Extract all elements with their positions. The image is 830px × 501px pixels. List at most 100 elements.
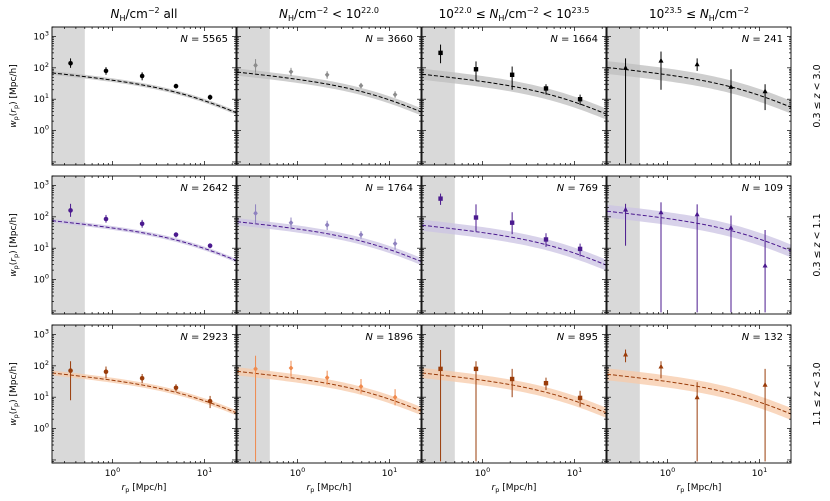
column-title-3: 1022.0 ≤ NH/cm−2 < 1023.5: [439, 6, 590, 23]
x-tick-label: 101: [567, 466, 583, 479]
data-point: [509, 72, 515, 77]
data-point: [288, 68, 294, 75]
panel-frame: [51, 26, 237, 166]
y-tick-label: 103: [33, 327, 49, 340]
x-tick-label: 100: [290, 466, 306, 479]
panel-r3-c3: [421, 324, 607, 464]
row-label-1: 0.3 ≤ z < 3.0: [812, 64, 823, 127]
sample-size-label: N = 5565: [180, 34, 228, 45]
model-line: [237, 221, 421, 262]
data-point: [103, 216, 109, 222]
data-point: [543, 86, 549, 91]
data-point: [658, 57, 664, 63]
panel-frame: [606, 324, 792, 464]
model-line: [237, 370, 421, 412]
data-point: [658, 363, 664, 369]
data-point: [392, 394, 398, 401]
data-point: [324, 222, 330, 228]
data-point: [509, 376, 515, 382]
panel-r1-c3: [421, 26, 607, 166]
data-point: [694, 61, 700, 67]
model-band: [422, 367, 606, 418]
data-point: [438, 366, 443, 372]
data-point: [358, 383, 364, 390]
data-point: [473, 366, 479, 372]
data-point: [68, 60, 73, 66]
x-tick-label: 100: [105, 466, 121, 479]
panel-r2-c1: [51, 175, 237, 315]
sample-size-label: N = 2642: [180, 183, 228, 194]
data-point: [173, 385, 179, 391]
model-line: [237, 71, 421, 113]
data-point: [288, 365, 294, 371]
panel-frame: [421, 324, 607, 464]
data-point: [543, 380, 549, 386]
panel-frame: [236, 324, 422, 464]
data-point: [392, 240, 398, 247]
data-point: [438, 50, 443, 56]
model-band: [607, 204, 791, 258]
panel-r1-c2: [236, 26, 422, 166]
data-point: [577, 395, 583, 401]
excluded-region: [237, 27, 270, 165]
data-point: [577, 246, 583, 252]
excluded-region: [52, 176, 85, 314]
data-point: [728, 224, 734, 230]
model-line: [52, 372, 236, 414]
sample-size-label: N = 3660: [365, 34, 413, 45]
excluded-region: [607, 325, 640, 463]
model-line: [607, 67, 791, 108]
y-axis-label: wp(rp) [Mpc/h]: [9, 213, 20, 276]
panel-r3-c4: [606, 324, 792, 464]
y-tick-label: 103: [33, 178, 49, 191]
data-point: [139, 376, 145, 381]
model-band: [422, 68, 606, 120]
data-point: [623, 351, 629, 357]
y-tick-label: 100: [33, 422, 49, 435]
model-line: [607, 373, 791, 415]
x-tick-label: 101: [197, 466, 213, 479]
column-title-1: NH/cm−2 all: [111, 6, 178, 23]
model-band: [237, 68, 421, 116]
data-point: [324, 374, 330, 381]
sample-size-label: N = 1896: [365, 332, 413, 343]
model-band: [237, 218, 421, 266]
y-axis-label: wp(rp) [Mpc/h]: [9, 64, 20, 127]
x-axis-label: rp [Mpc/h]: [492, 483, 537, 494]
data-point: [253, 210, 258, 217]
data-point: [762, 88, 768, 94]
x-tick-label: 100: [475, 466, 491, 479]
data-point: [103, 68, 109, 74]
column-title-4: 1023.5 ≤ NH/cm−2: [649, 6, 749, 23]
data-point: [623, 65, 629, 70]
y-tick-label: 101: [33, 390, 49, 403]
x-tick-label: 101: [382, 466, 398, 479]
y-tick-label: 102: [33, 359, 49, 372]
x-tick-label: 100: [660, 466, 676, 479]
model-line: [422, 224, 606, 266]
data-point: [253, 62, 258, 69]
data-point: [173, 83, 179, 89]
x-axis-label: rp [Mpc/h]: [122, 483, 167, 494]
panel-r3-c1: [51, 324, 237, 464]
sample-size-label: N = 1664: [550, 34, 598, 45]
data-point: [207, 243, 213, 249]
data-point: [358, 82, 364, 89]
data-point: [103, 369, 109, 374]
sample-size-label: N = 132: [742, 332, 783, 343]
panel-frame: [606, 26, 792, 166]
x-tick-label: 101: [752, 466, 768, 479]
y-tick-label: 102: [33, 61, 49, 74]
column-title-2: NH/cm−2 < 1022.0: [279, 6, 379, 23]
data-point: [762, 262, 768, 268]
data-point: [288, 219, 294, 226]
data-point: [623, 206, 629, 212]
excluded-region: [52, 27, 85, 165]
data-point: [324, 71, 330, 78]
panel-r2-c3: [421, 175, 607, 315]
panel-frame: [51, 324, 237, 464]
panel-r2-c2: [236, 175, 422, 315]
data-point: [658, 209, 664, 215]
x-axis-label: rp [Mpc/h]: [677, 483, 722, 494]
excluded-region: [607, 176, 640, 314]
